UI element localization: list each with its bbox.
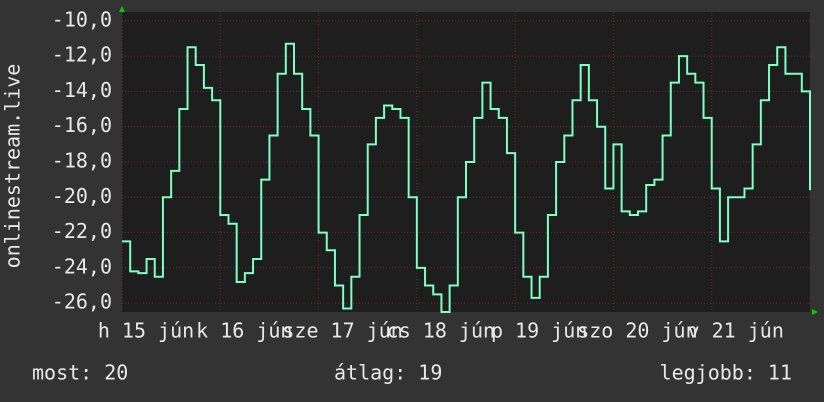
- y-axis-label: onlinestream.live: [1, 64, 25, 269]
- footer-best: legjobb: 11: [660, 361, 792, 385]
- y-tick-label: -14,0: [52, 78, 112, 102]
- x-tick-label: sze 17 jún: [282, 319, 402, 343]
- x-tick-label: szo 20 jún: [577, 319, 697, 343]
- x-tick-label: v 21 jún: [688, 319, 784, 343]
- axis-arrow: [812, 309, 818, 315]
- y-tick-label: -16,0: [52, 113, 112, 137]
- y-tick-label: -26,0: [52, 290, 112, 314]
- y-tick-label: -12,0: [52, 43, 112, 67]
- y-tick-label: -20,0: [52, 184, 112, 208]
- footer-current: most: 20: [32, 361, 128, 385]
- footer-average: átlag: 19: [334, 361, 442, 385]
- data-line: [122, 42, 811, 313]
- x-tick-label: h 15 jún: [98, 319, 194, 343]
- y-tick-label: -10,0: [52, 7, 112, 31]
- y-tick-label: -22,0: [52, 219, 112, 243]
- y-tick-label: -24,0: [52, 254, 112, 278]
- y-tick-label: -18,0: [52, 149, 112, 173]
- x-tick-label: p 19 jún: [491, 319, 587, 343]
- x-tick-label: cs 18 jún: [387, 319, 495, 343]
- x-tick-label: k 16 jún: [196, 319, 292, 343]
- axis-arrow: [119, 6, 125, 12]
